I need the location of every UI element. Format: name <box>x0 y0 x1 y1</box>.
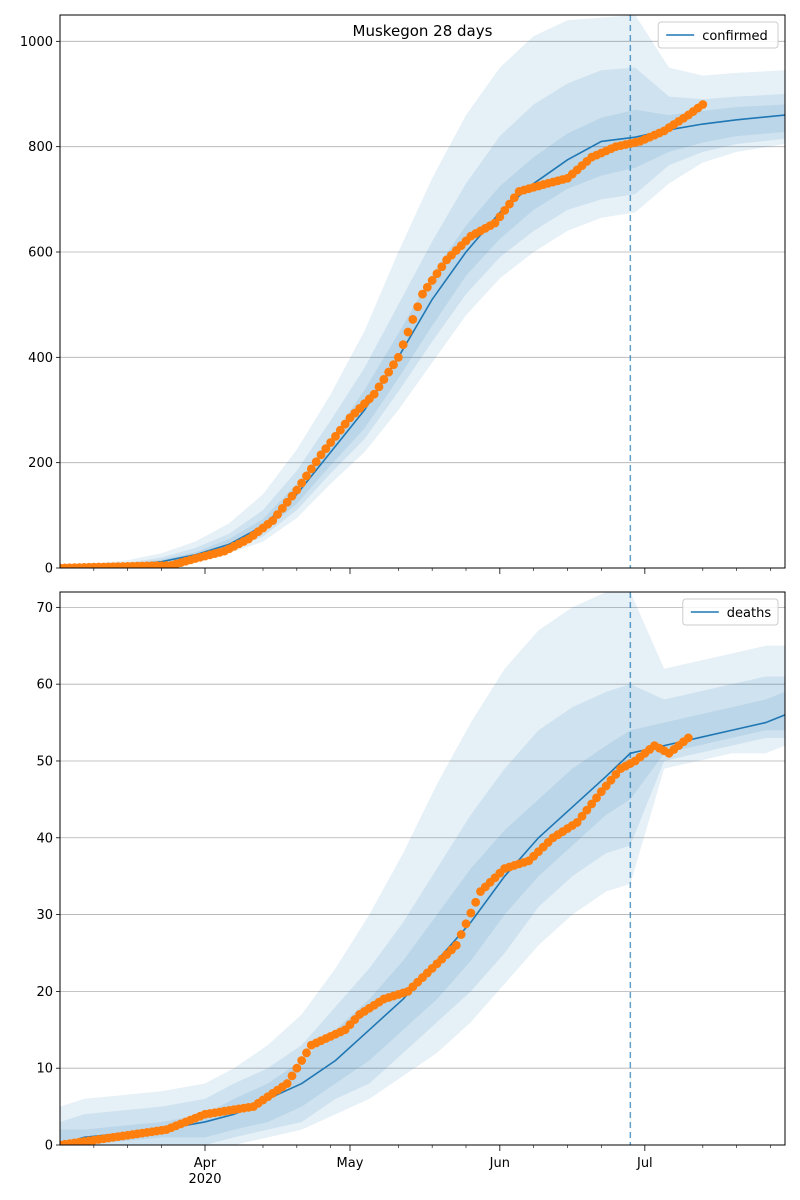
observed-point <box>427 276 437 285</box>
series-marks <box>60 100 785 568</box>
observed-point <box>331 431 340 441</box>
observed-point <box>297 1056 307 1065</box>
observed-point <box>606 775 616 785</box>
uncertainty-band <box>60 104 785 568</box>
y-tick-label: 1000 <box>20 35 53 50</box>
observed-point <box>321 444 331 454</box>
observed-point <box>287 1071 297 1081</box>
observed-point <box>302 1048 311 1058</box>
x-tick-label: May <box>337 1156 364 1171</box>
observed-point <box>592 793 601 803</box>
y-axis-ticks: 0 200 400 600 800 1000 <box>20 35 60 577</box>
y-tick-label: 0 <box>45 1139 53 1154</box>
y-axis-ticks: 0 10 20 30 40 50 60 70 <box>36 601 60 1154</box>
observed-point <box>268 516 278 525</box>
observed-point <box>403 327 413 337</box>
uncertainty-band <box>60 592 785 1145</box>
observed-point <box>302 471 311 481</box>
y-tick-label: 200 <box>28 456 53 471</box>
observed-point <box>282 497 292 507</box>
observed-point <box>495 212 505 222</box>
observed-point <box>500 205 510 215</box>
legend-label: deaths <box>727 606 772 621</box>
series-marks <box>60 714 785 1145</box>
y-tick-label: 800 <box>28 140 53 155</box>
x-axis-ticks <box>93 568 771 574</box>
observed-point <box>582 805 592 815</box>
observed-point <box>466 908 476 918</box>
x-axis-ticks: Apr May Jun Jul 2020 <box>93 1145 771 1187</box>
observed-point <box>369 389 379 399</box>
observed-point <box>413 302 423 312</box>
observed-point <box>311 457 321 467</box>
observed-point <box>292 485 302 495</box>
observed-point <box>461 919 471 929</box>
y-tick-label: 10 <box>36 1062 53 1077</box>
observed-point <box>683 733 693 743</box>
observed-point <box>698 100 708 109</box>
x-tick-label: Jul <box>636 1156 653 1171</box>
observed-point <box>335 425 345 435</box>
observed-point <box>437 262 447 272</box>
observed-point <box>601 781 611 791</box>
plot-frame <box>59 14 786 569</box>
legend-box <box>657 21 779 49</box>
observed-point <box>587 799 597 809</box>
legend: confirmed <box>657 21 779 49</box>
y-tick-label: 20 <box>36 985 53 1000</box>
plot-frame <box>59 591 786 1146</box>
observed-point <box>505 199 514 209</box>
y-tick-label: 30 <box>36 908 53 923</box>
observed-point <box>389 360 398 370</box>
observed-point <box>408 315 418 324</box>
observed-point <box>287 491 297 501</box>
uncertainty-band <box>60 691 785 1145</box>
x-tick-label: Jun <box>489 1156 510 1171</box>
observed-point <box>316 450 326 460</box>
observed-point <box>340 419 350 429</box>
observed-point <box>418 289 427 299</box>
observed-point <box>596 787 606 797</box>
observed-point <box>611 770 621 779</box>
observed-point <box>572 818 582 827</box>
observed-point <box>384 367 394 377</box>
y-tick-label: 60 <box>36 678 53 693</box>
chart-title: Muskegon 28 days <box>353 22 493 40</box>
observed-point <box>277 503 287 513</box>
observed-point <box>374 382 384 392</box>
observed-point <box>509 193 519 203</box>
confirmed-panel: 0 200 400 600 800 1000 Muskegon 28 days confi… <box>20 14 786 577</box>
observed-point <box>292 1063 302 1073</box>
observed-point <box>326 438 336 447</box>
observed-point <box>422 282 432 292</box>
uncertainty-band <box>60 67 785 568</box>
y-tick-label: 50 <box>36 754 53 769</box>
y-tick-label: 0 <box>45 562 53 577</box>
y-tick-label: 70 <box>36 601 53 616</box>
y-tick-label: 400 <box>28 351 53 366</box>
observed-point <box>398 340 408 350</box>
observed-point <box>490 218 500 228</box>
observed-point <box>273 510 282 519</box>
legend-box <box>682 598 779 626</box>
observed-point <box>451 940 461 950</box>
observed-point <box>456 930 466 939</box>
observed-point <box>393 352 403 362</box>
observed-point <box>577 811 587 821</box>
observed-point <box>432 269 442 278</box>
observed-point <box>297 478 307 488</box>
observed-point <box>282 1079 292 1088</box>
y-tick-label: 40 <box>36 831 53 846</box>
deaths-panel: 0 10 20 30 40 50 60 70 Apr May Jun Jul 2020 deaths <box>36 591 786 1187</box>
observed-point <box>306 464 316 474</box>
legend: deaths <box>682 598 779 626</box>
legend-label: confirmed <box>702 29 768 44</box>
x-tick-label: Apr <box>194 1156 217 1171</box>
x-tick-year-label: 2020 <box>188 1172 221 1187</box>
observed-point <box>471 897 481 907</box>
observed-point <box>379 375 389 384</box>
y-tick-label: 600 <box>28 246 53 261</box>
